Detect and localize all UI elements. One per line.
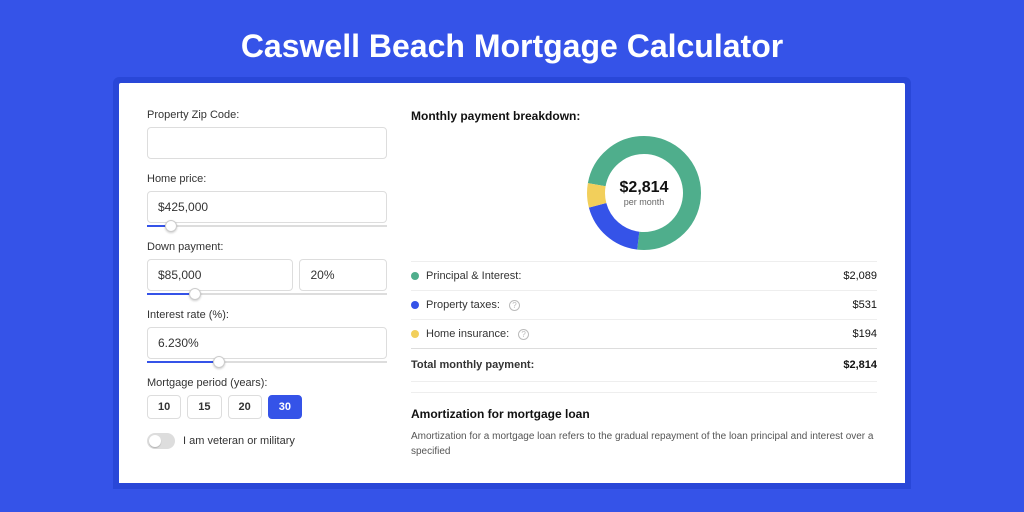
home-price-field: Home price: xyxy=(147,173,387,227)
amortization-text: Amortization for a mortgage loan refers … xyxy=(411,429,877,459)
legend-row: Principal & Interest: $2,089 xyxy=(411,261,877,290)
legend-value: $531 xyxy=(853,299,877,311)
interest-rate-label: Interest rate (%): xyxy=(147,309,387,321)
breakdown-column: Monthly payment breakdown: $2,814 per mo… xyxy=(411,109,877,483)
total-value: $2,814 xyxy=(843,359,877,371)
legend-row: Home insurance:? $194 xyxy=(411,319,877,348)
donut-sub: per month xyxy=(624,197,665,207)
period-field: Mortgage period (years): 1015 2030 xyxy=(147,377,387,419)
breakdown-title: Monthly payment breakdown: xyxy=(411,109,877,123)
period-options: 1015 2030 xyxy=(147,395,387,419)
veteran-toggle[interactable] xyxy=(147,433,175,449)
zip-input[interactable] xyxy=(147,127,387,159)
page-title: Caswell Beach Mortgage Calculator xyxy=(0,0,1024,83)
down-payment-slider-fill xyxy=(147,293,195,295)
interest-rate-slider-thumb[interactable] xyxy=(213,356,225,368)
down-payment-slider[interactable] xyxy=(147,293,387,295)
home-price-slider-thumb[interactable] xyxy=(165,220,177,232)
veteran-toggle-knob xyxy=(149,435,161,447)
period-option-20[interactable]: 20 xyxy=(228,395,262,419)
down-payment-pct-input[interactable] xyxy=(299,259,387,291)
info-icon[interactable]: ? xyxy=(509,300,520,311)
payment-donut: $2,814 per month xyxy=(584,133,704,253)
legend-dot xyxy=(411,330,419,338)
legend-dot xyxy=(411,301,419,309)
home-price-slider[interactable] xyxy=(147,225,387,227)
total-row: Total monthly payment: $2,814 xyxy=(411,348,877,382)
interest-rate-slider-fill xyxy=(147,361,219,363)
legend-label: Home insurance: xyxy=(426,328,509,340)
form-column: Property Zip Code: Home price: Down paym… xyxy=(147,109,387,483)
down-payment-amount-input[interactable] xyxy=(147,259,293,291)
home-price-input[interactable] xyxy=(147,191,387,223)
veteran-row: I am veteran or military xyxy=(147,433,387,449)
interest-rate-input[interactable] xyxy=(147,327,387,359)
calculator-card: Property Zip Code: Home price: Down paym… xyxy=(119,83,905,483)
legend-dot xyxy=(411,272,419,280)
home-price-label: Home price: xyxy=(147,173,387,185)
amortization-block: Amortization for mortgage loan Amortizat… xyxy=(411,392,877,459)
down-payment-slider-thumb[interactable] xyxy=(189,288,201,300)
legend-value: $194 xyxy=(853,328,877,340)
zip-label: Property Zip Code: xyxy=(147,109,387,121)
down-payment-field: Down payment: xyxy=(147,241,387,295)
veteran-label: I am veteran or military xyxy=(183,435,295,447)
legend-row: Property taxes:? $531 xyxy=(411,290,877,319)
legend-label: Principal & Interest: xyxy=(426,270,521,282)
amortization-title: Amortization for mortgage loan xyxy=(411,407,877,421)
legend-label: Property taxes: xyxy=(426,299,500,311)
legend: Principal & Interest: $2,089 Property taxe… xyxy=(411,261,877,348)
period-label: Mortgage period (years): xyxy=(147,377,387,389)
interest-rate-slider[interactable] xyxy=(147,361,387,363)
zip-field: Property Zip Code: xyxy=(147,109,387,159)
interest-rate-field: Interest rate (%): xyxy=(147,309,387,363)
total-label: Total monthly payment: xyxy=(411,359,534,371)
period-option-10[interactable]: 10 xyxy=(147,395,181,419)
down-payment-label: Down payment: xyxy=(147,241,387,253)
period-option-30[interactable]: 30 xyxy=(268,395,302,419)
donut-amount: $2,814 xyxy=(620,179,669,197)
info-icon[interactable]: ? xyxy=(518,329,529,340)
legend-value: $2,089 xyxy=(843,270,877,282)
period-option-15[interactable]: 15 xyxy=(187,395,221,419)
donut-wrap: $2,814 per month xyxy=(411,133,877,253)
